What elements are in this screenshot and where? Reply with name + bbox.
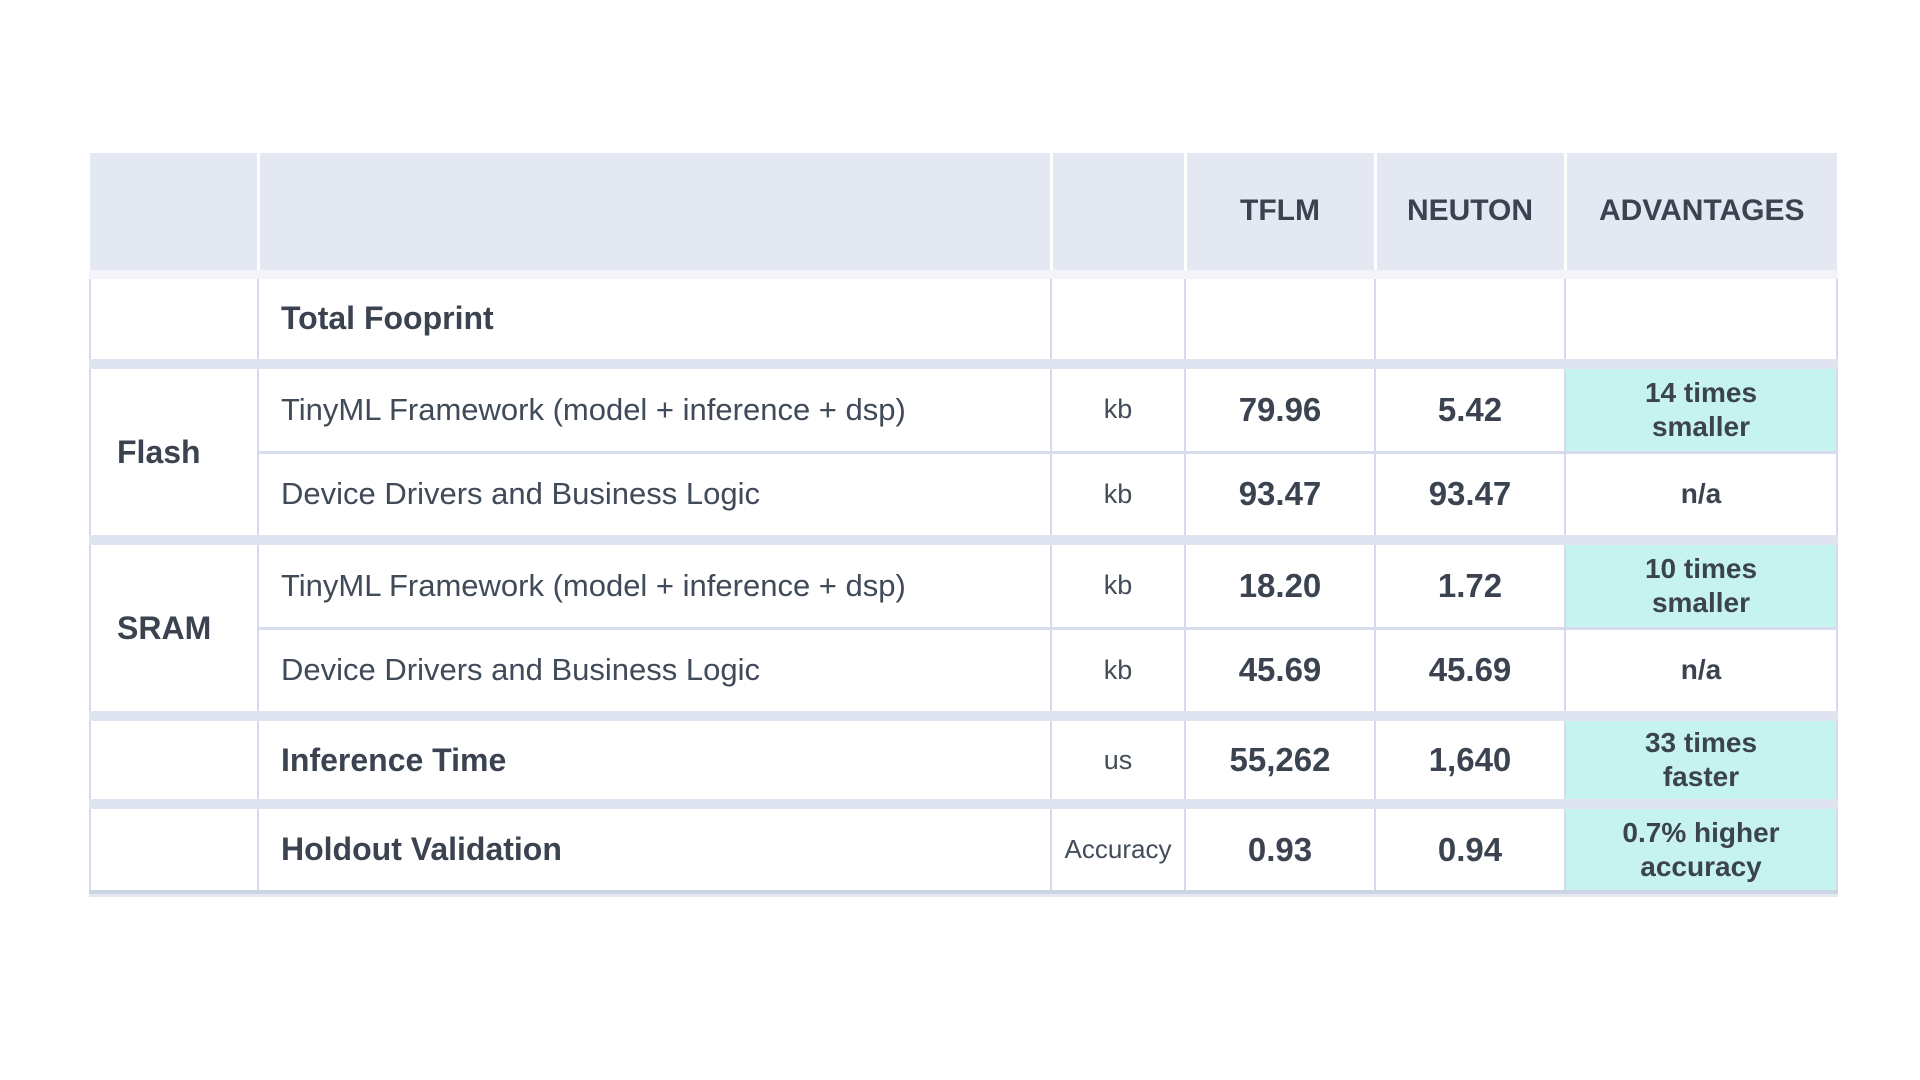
neuton-value-cell: 93.47	[1374, 450, 1566, 540]
unit-cell: kb	[1050, 535, 1186, 628]
advantage-line-2: accuracy	[1640, 850, 1762, 882]
tflm-value-cell: 0.93	[1184, 799, 1376, 894]
table-row-inference-time: Inference Time us 55,262 1,640 33 times …	[89, 711, 1838, 804]
advantage-cell-highlighted: 14 times smaller	[1564, 359, 1838, 452]
unit-cell: kb	[1050, 450, 1186, 540]
tflm-vs-neuton-table: TFLM NEUTON ADVANTAGES Total Fooprint	[89, 153, 1838, 894]
tflm-value-cell: 79.96	[1184, 359, 1376, 452]
tflm-value-cell: 45.69	[1184, 626, 1376, 716]
neuton-value-cell: 1.72	[1374, 535, 1566, 628]
header-neuton: NEUTON	[1373, 153, 1567, 274]
metric-name-cell: Device Drivers and Business Logic	[257, 626, 1052, 716]
group-label-flash: Flash	[89, 359, 259, 540]
table-row-total-footprint: Total Fooprint	[89, 269, 1838, 364]
advantage-cell-highlighted: 0.7% higher accuracy	[1564, 799, 1838, 894]
advantage-cell-highlighted: 33 times faster	[1564, 711, 1838, 804]
comparison-table-container: TFLM NEUTON ADVANTAGES Total Fooprint	[89, 153, 1838, 894]
tflm-value-cell: 93.47	[1184, 450, 1376, 540]
section-title-inference-time: Inference Time	[257, 711, 1052, 804]
unit-cell: kb	[1050, 359, 1186, 452]
header-group-column	[90, 153, 260, 274]
group-cell-empty	[89, 799, 259, 894]
header-row: TFLM NEUTON ADVANTAGES	[90, 153, 1837, 274]
advantage-cell: n/a	[1564, 450, 1838, 540]
table-row-sram-tinyml: SRAM TinyML Framework (model + inference…	[89, 535, 1838, 716]
advantage-line-1: 14 times	[1644, 376, 1758, 408]
group-cell-empty	[89, 269, 259, 364]
neuton-value-cell: 45.69	[1374, 626, 1566, 716]
tflm-value-cell	[1184, 269, 1376, 364]
advantage-cell-highlighted: 10 times smaller	[1564, 535, 1838, 628]
table-row-flash-tinyml: Flash TinyML Framework (model + inferenc…	[89, 359, 1838, 540]
advantage-line-1: 10 times	[1644, 552, 1758, 584]
metric-name-cell: TinyML Framework (model + inference + ds…	[257, 535, 1052, 628]
table-row-sram-drivers: Device Drivers and Business Logic kb 45.…	[90, 626, 1838, 716]
tflm-value-cell: 18.20	[1184, 535, 1376, 628]
unit-cell: kb	[1050, 626, 1186, 716]
unit-cell: us	[1050, 711, 1186, 804]
table-body: Total Fooprint Flash TinyML Framework (m…	[89, 269, 1838, 894]
advantage-line-1: 33 times	[1644, 727, 1758, 758]
section-title-total-footprint: Total Fooprint	[257, 269, 1052, 364]
neuton-value-cell: 1,640	[1374, 711, 1566, 804]
advantage-line-2: smaller	[1651, 410, 1751, 442]
table-row-flash-drivers: Device Drivers and Business Logic kb 93.…	[90, 450, 1838, 540]
unit-cell-accuracy: Accuracy	[1050, 799, 1186, 894]
advantage-cell	[1564, 269, 1838, 364]
advantage-line-1: n/a	[1680, 478, 1722, 510]
advantage-line-1: 0.7% higher	[1622, 816, 1780, 848]
unit-cell	[1050, 269, 1186, 364]
header-tflm: TFLM	[1183, 153, 1377, 274]
advantage-line-2: smaller	[1651, 586, 1751, 618]
metric-name-cell: Device Drivers and Business Logic	[257, 450, 1052, 540]
header-unit-column	[1049, 153, 1187, 274]
header-metric-column	[256, 153, 1053, 274]
advantage-cell: n/a	[1564, 626, 1838, 716]
table-row-holdout-validation: Holdout Validation Accuracy 0.93 0.94 0.…	[89, 799, 1838, 894]
tflm-value-cell: 55,262	[1184, 711, 1376, 804]
group-label-sram: SRAM	[89, 535, 259, 716]
metric-name-cell: TinyML Framework (model + inference + ds…	[257, 359, 1052, 452]
neuton-value-cell: 5.42	[1374, 359, 1566, 452]
section-title-holdout-validation: Holdout Validation	[257, 799, 1052, 894]
advantage-line-1: n/a	[1680, 654, 1722, 686]
group-cell-empty	[89, 711, 259, 804]
header-advantages: ADVANTAGES	[1563, 153, 1837, 274]
table-header: TFLM NEUTON ADVANTAGES	[90, 153, 1837, 274]
neuton-value-cell	[1374, 269, 1566, 364]
advantage-line-2: faster	[1662, 761, 1740, 792]
neuton-value-cell: 0.94	[1374, 799, 1566, 894]
